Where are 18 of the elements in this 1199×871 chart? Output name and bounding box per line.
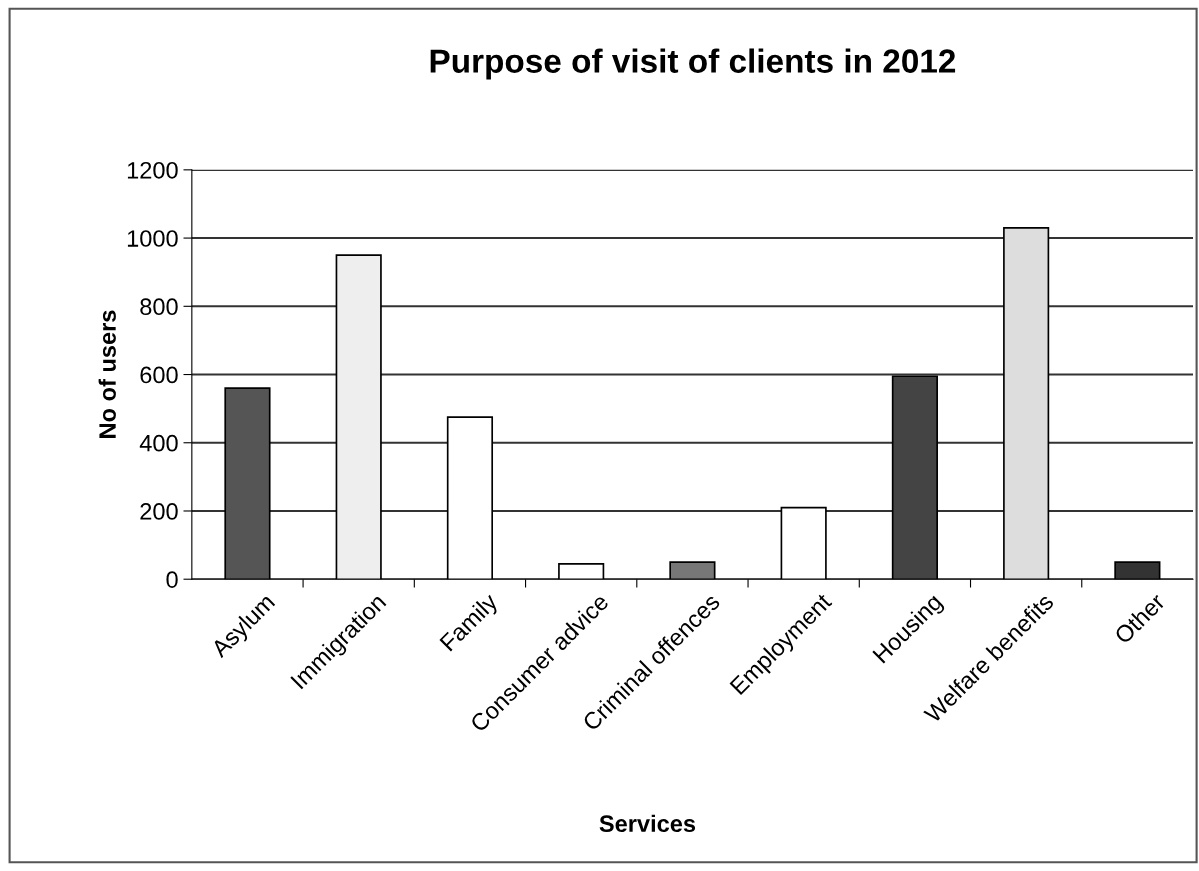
y-tick-label: 1200 xyxy=(127,161,178,179)
y-tick-label: 200 xyxy=(140,503,178,520)
y-tick-label: 400 xyxy=(139,434,178,452)
bar xyxy=(1003,227,1050,580)
bar xyxy=(669,561,716,580)
bar xyxy=(446,416,494,580)
y-tick-label: 1000 xyxy=(127,230,178,247)
x-axis-title: Services xyxy=(599,814,696,833)
bar xyxy=(224,387,271,580)
chart-title: Purpose of visit of clients in 2012 xyxy=(430,48,956,80)
y-tick-label: 0 xyxy=(166,571,178,588)
y-axis-title: No of users xyxy=(98,310,116,438)
y-tick-label: 600 xyxy=(140,366,178,384)
bar xyxy=(891,375,938,580)
bar xyxy=(780,506,827,580)
bar xyxy=(558,563,605,580)
bar xyxy=(335,254,382,580)
y-tick-label: 800 xyxy=(140,298,178,316)
